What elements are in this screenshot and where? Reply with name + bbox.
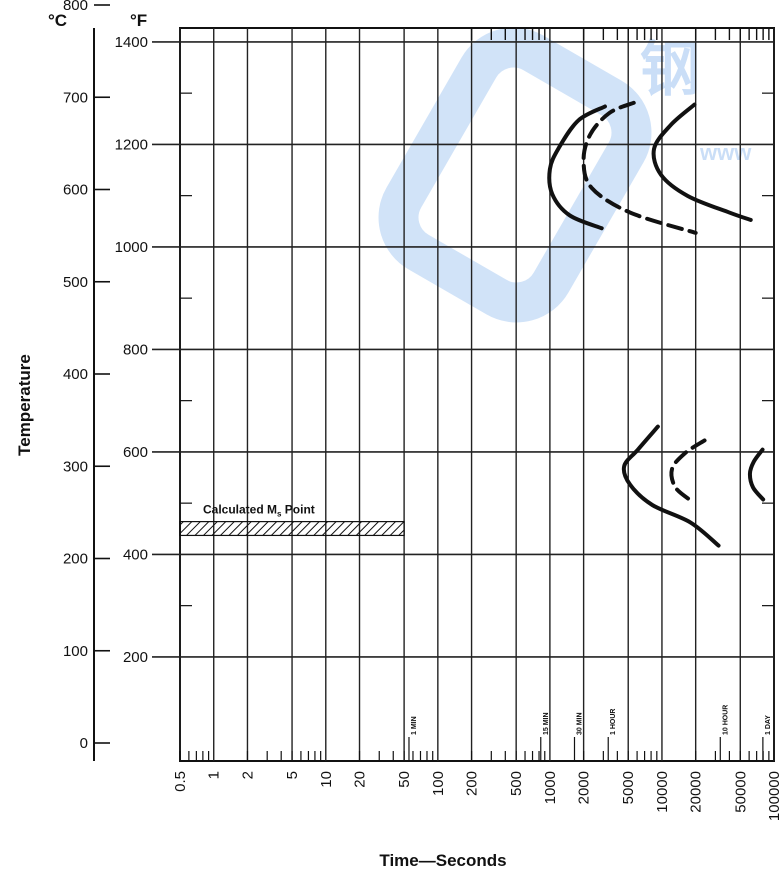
celsius-tick-label: 500 — [63, 274, 88, 291]
fahrenheit-tick-label: 1200 — [115, 136, 148, 153]
ms-band-hatch — [179, 520, 405, 537]
x-axis-title: Time—Seconds — [379, 851, 506, 870]
watermark-logo-icon — [378, 27, 652, 323]
series-lower-end-dashed — [669, 438, 707, 504]
fahrenheit-unit-label: °F — [130, 11, 147, 30]
x-tick-label: 10000 — [654, 771, 671, 813]
fahrenheit-tick-label: 1000 — [115, 239, 148, 256]
x-tick-label: 20000 — [688, 771, 705, 813]
series-group — [547, 100, 766, 548]
celsius-tick-label: 100 — [63, 643, 88, 660]
series-upper-start-solid — [547, 104, 607, 231]
celsius-tick-label: 0 — [80, 735, 88, 752]
fahrenheit-tick-label: 1400 — [115, 34, 148, 51]
x-tick-label: 2 — [239, 771, 256, 779]
plot-frame — [179, 27, 775, 762]
series-lower-start-solid — [621, 424, 721, 548]
x-tick-label: 50000 — [732, 771, 749, 813]
ticks-group: 0.5 1 2 5 10 20 50 100 200 500 1000 2000 5000 10000 20… — [63, 0, 783, 821]
y-axis-title: Temperature — [15, 354, 34, 456]
time-mark-label: 1 HOUR — [610, 709, 617, 735]
grid — [152, 28, 775, 761]
x-tick-label: 5000 — [620, 771, 637, 804]
series-upper-start-dashed — [581, 100, 698, 235]
fahrenheit-tick-label: 800 — [123, 341, 148, 358]
x-tick-label: 20 — [352, 771, 369, 788]
celsius-tick-label: 600 — [63, 182, 88, 199]
x-tick-label: 100 — [430, 771, 447, 796]
x-tick-label: 2000 — [576, 771, 593, 804]
x-tick-label: 10 — [318, 771, 335, 788]
celsius-tick-label: 800 — [63, 0, 88, 14]
series-lower-solid-small — [747, 447, 766, 502]
ms-band: Calculated Ms Point — [179, 503, 405, 537]
x-tick-label: 50 — [396, 771, 413, 788]
fahrenheit-tick-label: 400 — [123, 546, 148, 563]
time-mark-label: 15 MIN — [543, 712, 550, 735]
celsius-tick-label: 200 — [63, 551, 88, 568]
time-mark-label: 1 MIN — [411, 716, 418, 735]
celsius-tick-label: 400 — [63, 366, 88, 383]
watermark: 钢 www — [378, 27, 752, 323]
celsius-tick-label: 300 — [63, 458, 88, 475]
fahrenheit-tick-label: 200 — [123, 649, 148, 666]
x-tick-label: 100000 — [766, 771, 783, 821]
time-mark-label: 1 DAY — [765, 715, 772, 735]
watermark-glyph: 钢 — [640, 36, 700, 103]
time-mark-label: 10 HOUR — [722, 705, 729, 735]
time-marks: 1 MIN 15 MIN 30 MIN 1 HOUR 10 HOUR 1 DAY — [408, 705, 772, 761]
x-tick-label: 500 — [508, 771, 525, 796]
celsius-unit-label: °C — [48, 11, 67, 30]
celsius-tick-label: 700 — [63, 89, 88, 106]
series-upper-end-solid — [651, 102, 753, 222]
x-tick-label: 5 — [284, 771, 301, 779]
fahrenheit-tick-label: 600 — [123, 444, 148, 461]
x-tick-label: 200 — [464, 771, 481, 796]
ms-band-label: Calculated Ms Point — [203, 503, 315, 519]
x-tick-label: 1000 — [542, 771, 559, 804]
x-tick-label: 1 — [206, 771, 223, 779]
x-tick-label: 0.5 — [172, 771, 189, 792]
time-mark-label: 30 MIN — [576, 712, 583, 735]
